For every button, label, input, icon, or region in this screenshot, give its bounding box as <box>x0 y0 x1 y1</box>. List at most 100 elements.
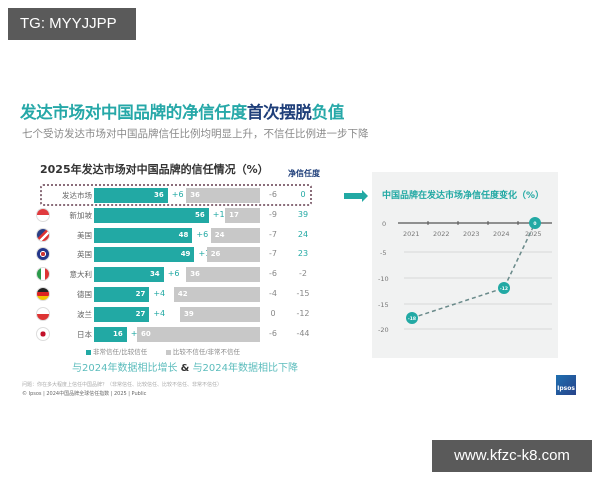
x-tick-2023: 2023 <box>463 230 480 238</box>
x-tick-2025: 2025 <box>525 230 542 238</box>
net-trust-value: 0 <box>300 190 306 199</box>
country-label: 英国 <box>77 250 92 260</box>
bar-row: 发达市场 36 +6 36 -6 0 <box>0 187 340 205</box>
arrow-right-icon <box>344 190 368 202</box>
country-label: 发达市场 <box>62 191 92 200</box>
bar-legend: 非常信任/比较信任 比较不信任/非常不信任 <box>86 346 240 356</box>
net-trust-value: -15 <box>296 289 310 298</box>
trust-bar: 16 <box>94 326 127 342</box>
footnote-question: 问题：你在多大程度上信任中国品牌？（非常信任、比较信任、比较不信任、非常不信任） <box>22 382 223 388</box>
trust-bar: 27 <box>94 306 150 322</box>
distrust-bar: 36 <box>186 267 260 283</box>
singapore-flag-icon <box>36 207 50 222</box>
poland-flag-icon <box>36 306 50 321</box>
trust-bar: 48 <box>94 227 193 243</box>
distrust-change: -4 <box>269 289 277 298</box>
distrust-change: -6 <box>269 328 277 338</box>
trust-bar: 34 <box>94 267 164 283</box>
line-chart-panel <box>372 172 558 358</box>
trust-change: +4 <box>131 329 143 338</box>
point-label-2021: -18 <box>408 316 416 322</box>
distrust-bar: 26 <box>206 247 260 263</box>
net-trust-header: 净信任度 <box>288 169 320 178</box>
country-label: 新加坡 <box>69 210 93 220</box>
japan-flag-icon <box>36 326 50 341</box>
distrust-bar: 17 <box>225 207 260 223</box>
caption-up: 与2024年数据相比增长 <box>72 363 178 374</box>
bar-row: 美国 48 +6 24 -7 24 <box>0 227 340 245</box>
uk-flag-icon <box>36 247 50 262</box>
country-label: 波兰 <box>77 309 92 319</box>
distrust-bar: 36 <box>186 188 260 203</box>
ipsos-logo: Ipsos <box>556 375 576 395</box>
usa-flag-icon <box>36 227 50 242</box>
x-tick-2024: 2024 <box>493 230 510 238</box>
bar-row: 意大利 34 +6 36 -6 -2 <box>0 266 340 284</box>
y-tick-3: -15 <box>378 301 389 309</box>
y-tick-2: -10 <box>378 275 389 283</box>
net-trust-value: 39 <box>297 209 309 219</box>
line-chart: 0 -5 -10 -15 -20 2021 2022 2023 2024 202… <box>378 217 552 334</box>
net-trust-value: -2 <box>299 269 307 279</box>
trust-bar: 27 <box>94 287 150 302</box>
country-label: 德国 <box>77 290 92 299</box>
trust-change: +6 <box>167 269 180 279</box>
distrust-change: 0 <box>270 308 276 318</box>
watermark-bottom: www.kfzc-k8.com <box>432 440 592 472</box>
legend-distrust-swatch <box>165 349 171 355</box>
trust-change: +6 <box>196 229 209 239</box>
trust-change: +6 <box>171 190 184 199</box>
trust-bar: 49 <box>94 247 195 263</box>
x-tick-2022: 2022 <box>433 230 450 238</box>
point-label-2024: -12 <box>500 286 508 292</box>
y-tick-0: 0 <box>382 220 386 228</box>
distrust-change: -6 <box>269 269 277 279</box>
net-trust-value: -12 <box>296 308 310 318</box>
legend-distrust: 比较不信任/非常不信任 <box>172 348 241 356</box>
trust-change: +10 <box>212 209 230 219</box>
bar-row: 波兰 27 +4 39 0 -12 <box>0 306 340 324</box>
caption-down: 与2024年数据相比下降 <box>192 363 299 374</box>
title-part-1: 发达市场对中国品牌的净信任度 <box>20 103 247 122</box>
distrust-bar: 24 <box>210 227 260 243</box>
distrust-change: -7 <box>269 249 277 259</box>
footnote-source: © Ipsos | 2024中国品牌全球信任指数 | 2025 | Public <box>22 391 147 397</box>
distrust-bar: 60 <box>137 326 260 342</box>
bar-row: 新加坡 56 +10 17 -9 39 <box>0 207 340 225</box>
change-caption: 与2024年数据相比增长 & 与2024年数据相比下降 <box>72 359 298 374</box>
net-trust-value: -44 <box>296 328 310 338</box>
legend-trust-swatch <box>86 349 91 355</box>
distrust-change: -7 <box>269 229 277 239</box>
distrust-bar: 39 <box>180 306 260 322</box>
trust-bar: 36 <box>94 188 168 203</box>
highlight-box <box>40 184 312 206</box>
page-subtitle: 七个受访发达市场对中国品牌信任比例均明显上升，不信任比例进一步下降 <box>22 128 369 140</box>
grid-lines <box>398 221 552 330</box>
net-trust-value: 24 <box>297 229 309 239</box>
title-part-3: 负值 <box>311 103 345 122</box>
distrust-change: -9 <box>269 209 277 219</box>
x-tick-2021: 2021 <box>403 230 420 238</box>
y-tick-4: -20 <box>378 326 389 334</box>
line-chart-title: 中国品牌在发达市场净信任度变化（%） <box>382 191 545 201</box>
y-tick-1: -5 <box>380 249 386 257</box>
distrust-bar: 42 <box>173 287 260 302</box>
trust-change: +4 <box>153 289 166 298</box>
title-part-2: 首次摆脱 <box>246 103 312 122</box>
watermark-top: TG: MYYJJPP <box>8 8 136 40</box>
country-label: 美国 <box>77 230 92 240</box>
country-label: 意大利 <box>69 270 93 280</box>
trust-bar: 56 <box>94 207 209 223</box>
caption-amp: & <box>180 363 190 374</box>
bar-row: 德国 27 +4 42 -4 -15 <box>0 286 340 304</box>
distrust-change: -6 <box>269 190 277 199</box>
italy-flag-icon <box>36 267 50 282</box>
point-label-2025: 0 <box>533 221 536 227</box>
bar-chart-title: 2025年发达市场对中国品牌的信任情况（%） <box>40 163 269 176</box>
country-label: 日本 <box>77 329 92 339</box>
data-points <box>406 217 541 324</box>
net-trust-value: 23 <box>297 249 309 259</box>
trust-change: +4 <box>153 308 166 318</box>
